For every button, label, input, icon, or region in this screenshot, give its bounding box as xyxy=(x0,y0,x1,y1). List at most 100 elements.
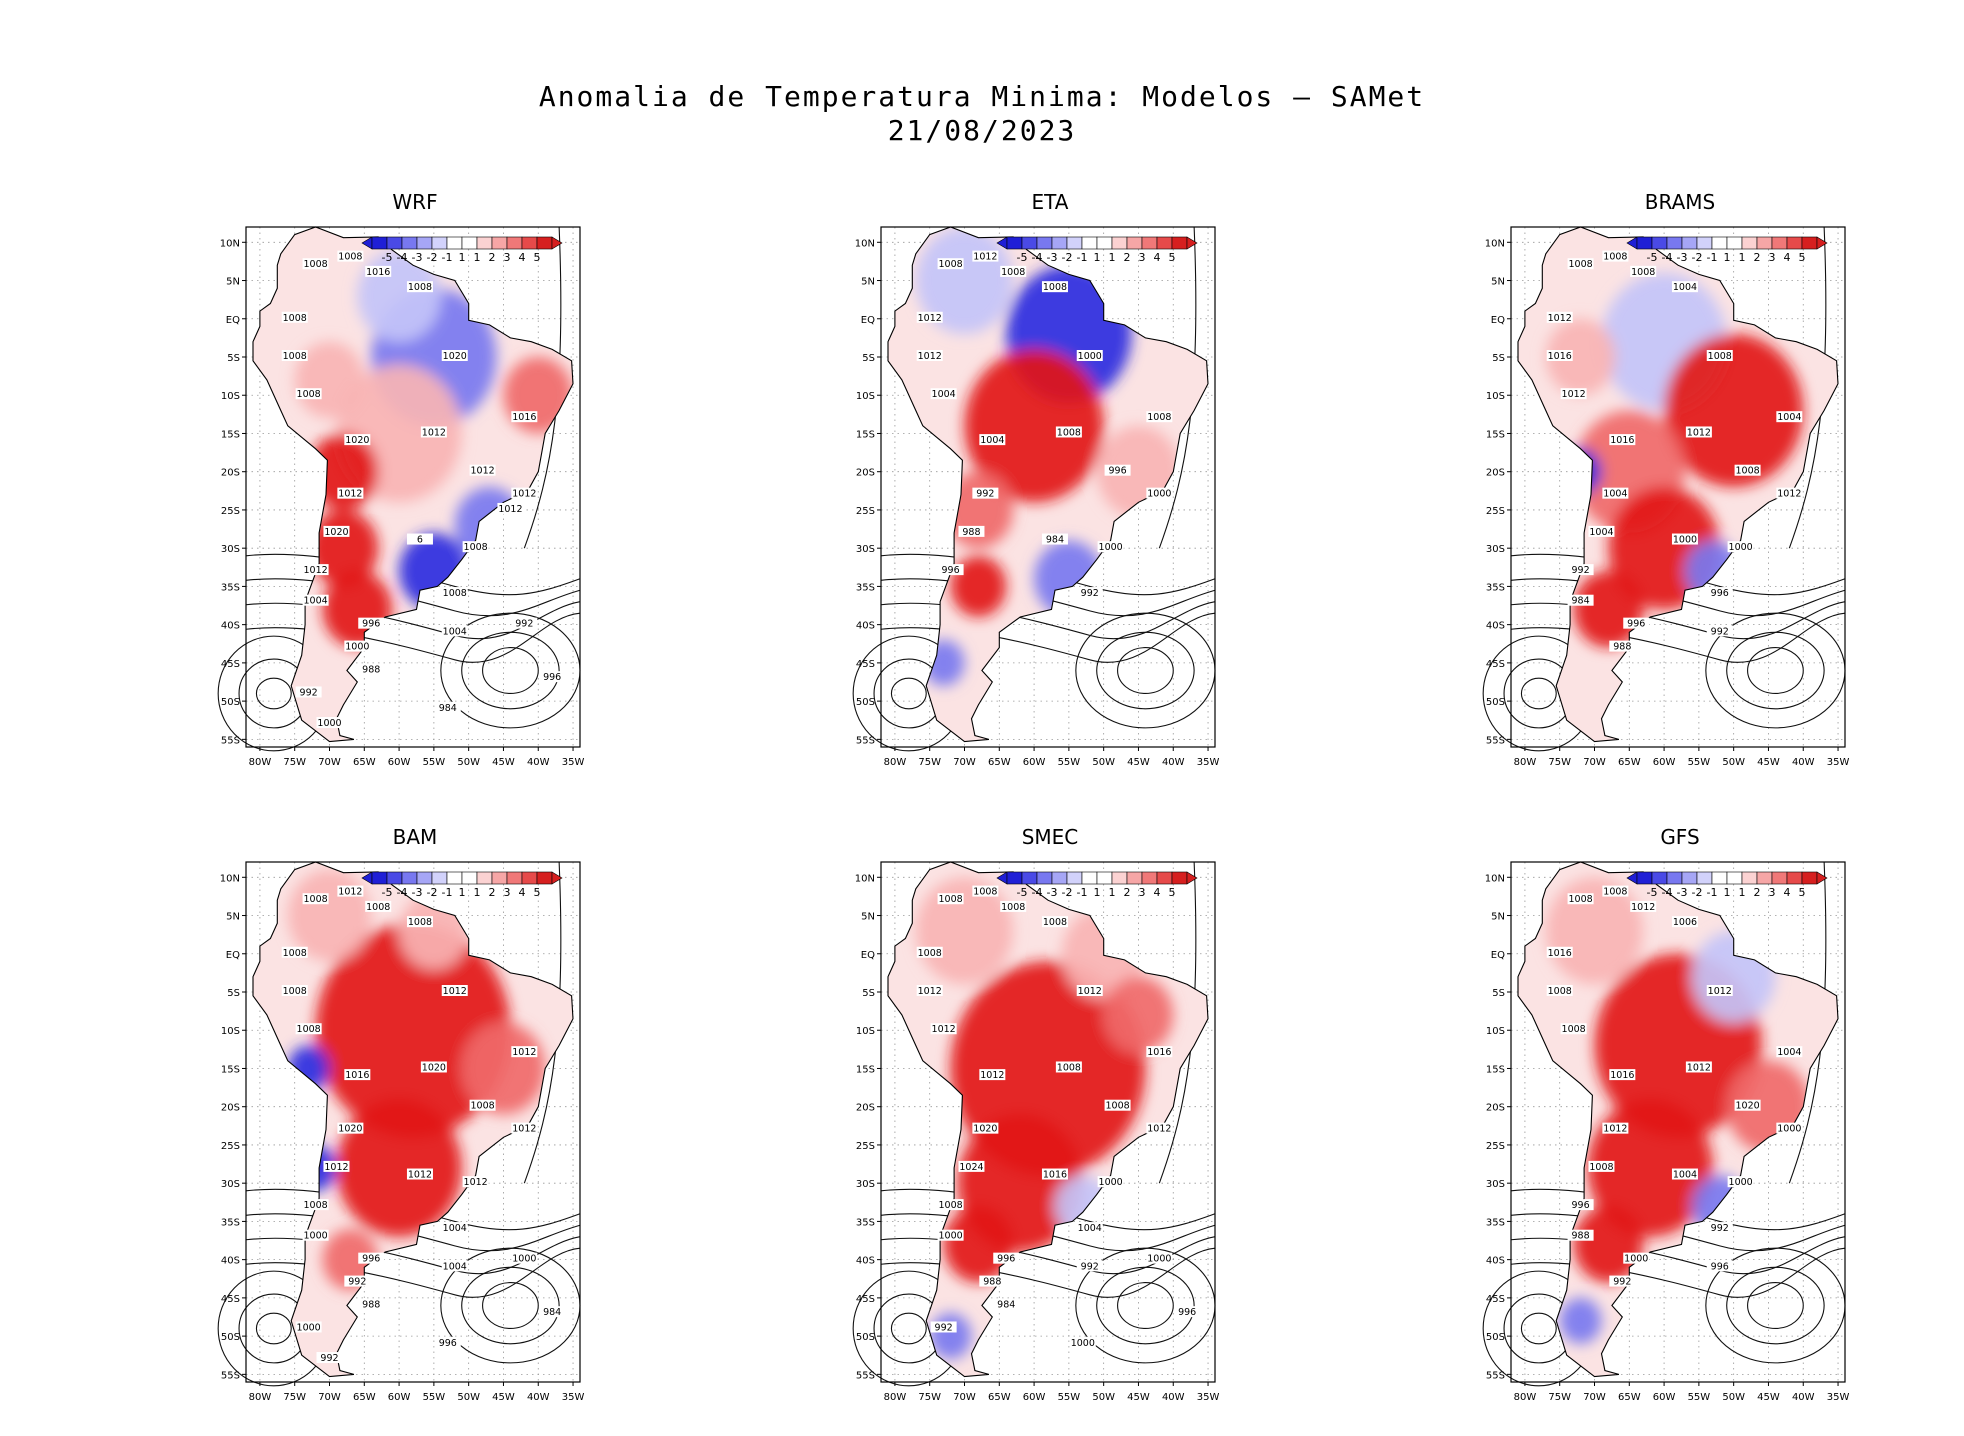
anomaly-region xyxy=(1103,976,1174,1054)
svg-text:1008: 1008 xyxy=(1147,412,1171,423)
colorbar-label: -5 xyxy=(1647,251,1658,264)
svg-text:1000: 1000 xyxy=(297,1322,321,1333)
isobar xyxy=(1158,861,1197,1184)
svg-text:1012: 1012 xyxy=(512,1124,536,1135)
colorbar-label: 4 xyxy=(519,251,526,264)
colorbar-label: 3 xyxy=(1139,251,1146,264)
x-tick-label: 80W xyxy=(884,757,907,768)
svg-text:996: 996 xyxy=(942,565,960,576)
contour-label: 1016 xyxy=(365,265,392,278)
contour-label: 992 xyxy=(1609,1275,1636,1288)
y-tick-label: 5N xyxy=(861,277,875,288)
x-tick-label: 70W xyxy=(1583,1392,1606,1403)
contour-label: 988 xyxy=(358,663,385,676)
isobar xyxy=(482,1282,539,1330)
colorbar-swatch xyxy=(1051,871,1068,885)
x-tick-label: 40W xyxy=(527,1392,550,1403)
svg-text:1000: 1000 xyxy=(1777,1124,1801,1135)
svg-text:1008: 1008 xyxy=(1001,267,1025,278)
y-tick-label: 25S xyxy=(221,1141,240,1152)
svg-text:996: 996 xyxy=(1178,1307,1196,1318)
x-tick-label: 65W xyxy=(988,757,1011,768)
contour-label: 1000 xyxy=(302,1229,329,1242)
panel-title: GFS xyxy=(1660,825,1700,849)
y-tick-label: 40S xyxy=(856,621,875,632)
y-tick-label: 5S xyxy=(227,988,240,999)
contour-label: 1008 xyxy=(1588,1160,1615,1173)
svg-text:992: 992 xyxy=(348,1277,366,1288)
y-tick-label: 30S xyxy=(856,544,875,555)
svg-text:1008: 1008 xyxy=(283,313,307,324)
svg-text:996: 996 xyxy=(1711,588,1729,599)
colorbar-label: 5 xyxy=(1799,886,1806,899)
y-tick-label: 10N xyxy=(220,873,240,884)
colorbar-swatch xyxy=(446,236,463,250)
contour-label: 1008 xyxy=(1146,411,1173,423)
svg-text:1012: 1012 xyxy=(512,1047,536,1058)
contour-label: 1000 xyxy=(1097,1176,1124,1188)
x-tick-label: 40W xyxy=(1792,757,1815,768)
x-tick-label: 65W xyxy=(988,1392,1011,1403)
colorbar-label: 2 xyxy=(1754,886,1761,899)
svg-text:1008: 1008 xyxy=(470,1101,494,1112)
x-tick-label: 70W xyxy=(318,1392,341,1403)
isobar xyxy=(255,677,292,710)
x-tick-label: 60W xyxy=(1653,1392,1676,1403)
y-tick-label: 25S xyxy=(856,1141,875,1152)
svg-text:1008: 1008 xyxy=(1603,887,1627,898)
svg-text:992: 992 xyxy=(515,619,533,630)
x-tick-label: 45W xyxy=(1127,1392,1150,1403)
colorbar-swatch xyxy=(1036,236,1053,250)
x-tick-label: 35W xyxy=(1827,757,1850,768)
svg-text:1012: 1012 xyxy=(1777,489,1801,500)
colorbar-label: 3 xyxy=(504,886,511,899)
colorbar-label: 1 xyxy=(1094,886,1101,899)
svg-text:1012: 1012 xyxy=(422,427,446,438)
svg-text:1008: 1008 xyxy=(283,351,307,362)
contour-label: 992 xyxy=(972,487,999,500)
x-tick-label: 55W xyxy=(423,1392,446,1403)
x-tick-label: 80W xyxy=(249,1392,272,1403)
svg-text:1016: 1016 xyxy=(1147,1047,1171,1058)
contour-label: 1000 xyxy=(1727,1176,1754,1188)
colorbar-swatch xyxy=(536,236,553,250)
x-tick-label: 70W xyxy=(953,1392,976,1403)
contour-label: 1012 xyxy=(337,487,364,500)
contour-label: 1020 xyxy=(972,1122,999,1135)
contour-label: 1012 xyxy=(511,487,538,500)
colorbar-swatch xyxy=(1081,236,1098,250)
colorbar-label: -4 xyxy=(1032,251,1043,264)
contour-label: 1012 xyxy=(497,502,524,515)
contour-label: 1008 xyxy=(1706,350,1733,362)
svg-text:992: 992 xyxy=(976,489,994,500)
colorbar-swatch xyxy=(461,236,478,250)
contour-label: 1020 xyxy=(420,1061,447,1073)
colorbar-swatch xyxy=(371,236,388,250)
contour-label: 1008 xyxy=(1000,900,1027,913)
x-tick-label: 50W xyxy=(1092,757,1115,768)
map-svg: 80W 75W 70W 65W 60W 55W 50W 45W 40W 35W 10N 5N EQ 5S 1… xyxy=(852,226,1220,768)
isobar xyxy=(1158,226,1197,549)
svg-text:1008: 1008 xyxy=(366,902,390,913)
y-tick-label: 40S xyxy=(1486,621,1505,632)
isobar xyxy=(1510,1188,1846,1231)
colorbar-label: 2 xyxy=(1124,251,1131,264)
colorbar-swatch xyxy=(416,236,433,250)
contour-label: 1004 xyxy=(441,1260,468,1272)
plot-frame xyxy=(1510,861,1846,1383)
contour-label: 1008 xyxy=(1602,250,1629,263)
svg-text:1012: 1012 xyxy=(1548,313,1572,324)
contour-label: 1012 xyxy=(511,1046,538,1058)
contour-label: 1008 xyxy=(441,587,468,599)
x-tick-label: 35W xyxy=(1197,757,1220,768)
contour-label: 1008 xyxy=(281,946,308,959)
svg-text:1008: 1008 xyxy=(464,542,488,553)
svg-text:988: 988 xyxy=(362,1300,380,1311)
y-tick-label: 50S xyxy=(856,1332,875,1343)
contour-label: 1012 xyxy=(1546,311,1573,324)
contour-label: 1004 xyxy=(302,594,329,607)
x-tick-label: 75W xyxy=(283,757,306,768)
y-tick-label: 30S xyxy=(1486,544,1505,555)
contour-label: 1000 xyxy=(344,640,371,653)
pressure-contours xyxy=(217,861,581,1387)
